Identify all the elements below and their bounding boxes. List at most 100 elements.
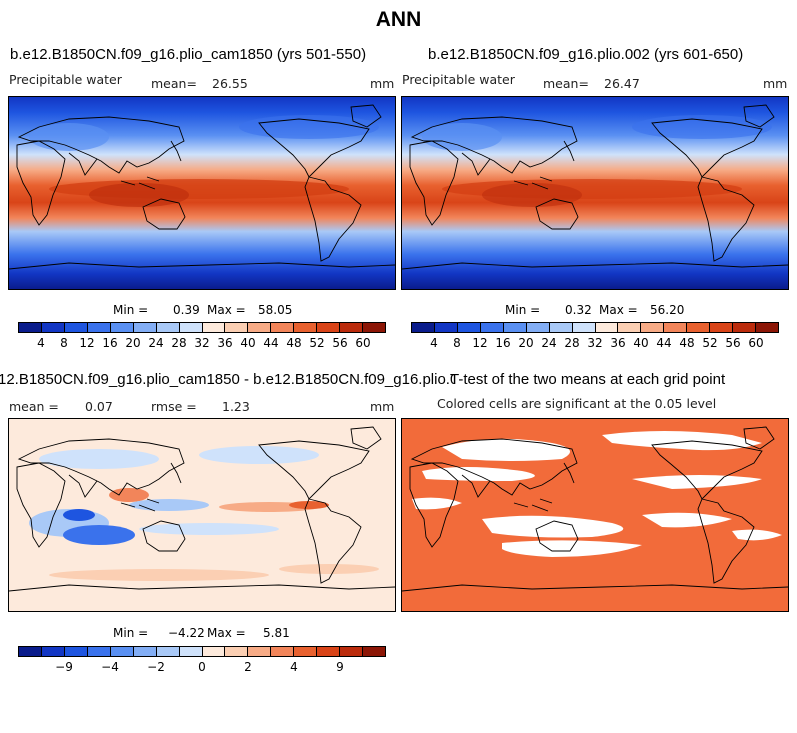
units-top-right: mm xyxy=(763,76,788,91)
colorbar-swatch-11 xyxy=(271,647,295,656)
colorbar-tick-label: 36 xyxy=(610,336,626,350)
min-value-bottom-left: −4.22 xyxy=(168,626,205,640)
colorbar-tick-label: 24 xyxy=(541,336,557,350)
colorbar-swatch-3 xyxy=(87,647,111,656)
colorbar-swatch-6 xyxy=(549,323,573,332)
colorbar-tick-label: 60 xyxy=(355,336,371,350)
colorbar-swatch-12 xyxy=(294,323,318,332)
min-value-top-right: 0.32 xyxy=(565,303,592,317)
colorbar-swatch-13 xyxy=(710,323,734,332)
colorbar-swatch-10 xyxy=(641,323,665,332)
colorbar-swatch-14 xyxy=(733,323,757,332)
colorbar-tick-label: 40 xyxy=(240,336,256,350)
colorbar-swatch-5 xyxy=(133,647,157,656)
colorbar-tick-label: 52 xyxy=(309,336,325,350)
rmse-value-bottom-left: 1.23 xyxy=(222,399,250,414)
max-label-top-right: Max = xyxy=(599,303,638,317)
colorbar-tick-label: 60 xyxy=(748,336,764,350)
max-label-bottom-left: Max = xyxy=(207,626,246,640)
colorbar-swatch-2 xyxy=(457,323,481,332)
colorbar-tick-label: 2 xyxy=(244,660,252,674)
colorbar-tick-label: 0 xyxy=(198,660,206,674)
mean-value-bottom-left: 0.07 xyxy=(85,399,113,414)
colorbar-swatch-11 xyxy=(271,323,295,332)
precip-map-top-left xyxy=(8,96,396,290)
panel-title-top-left: b.e12.B1850CN.f09_g16.plio_cam1850 (yrs … xyxy=(10,46,367,63)
min-label-top-left: Min = xyxy=(113,303,149,317)
colorbar-swatch-6 xyxy=(156,647,180,656)
colorbar-swatch-4 xyxy=(503,323,527,332)
mean-label-top-right: mean= xyxy=(543,76,589,91)
colorbar-tick-label: 48 xyxy=(679,336,695,350)
colorbar-tick-label: 4 xyxy=(37,336,45,350)
colorbar-swatch-8 xyxy=(202,323,226,332)
colorbar-tick-label: −4 xyxy=(101,660,119,674)
max-value-top-right: 56.20 xyxy=(650,303,685,317)
colorbar-top-left xyxy=(18,322,386,333)
colorbar-swatch-11 xyxy=(664,323,688,332)
ttest-map-bottom-right xyxy=(401,418,789,612)
colorbar-tick-label: 9 xyxy=(336,660,344,674)
colorbar-swatch-5 xyxy=(133,323,157,332)
colorbar-top-right xyxy=(411,322,779,333)
colorbar-swatch-4 xyxy=(110,323,134,332)
colorbar-swatch-14 xyxy=(340,323,364,332)
colorbar-tick-label: 4 xyxy=(430,336,438,350)
colorbar-tick-label: 56 xyxy=(725,336,741,350)
max-value-top-left: 58.05 xyxy=(258,303,293,317)
colorbar-tick-label: 28 xyxy=(564,336,580,350)
colorbar-swatch-4 xyxy=(110,647,134,656)
colorbar-tick-label: 8 xyxy=(453,336,461,350)
colorbar-swatch-8 xyxy=(202,647,226,656)
colorbar-swatch-12 xyxy=(294,647,318,656)
units-top-left: mm xyxy=(370,76,395,91)
colorbar-tick-label: 20 xyxy=(518,336,534,350)
colorbar-swatch-15 xyxy=(363,647,385,656)
precip-map-top-right xyxy=(401,96,789,290)
colorbar-swatch-9 xyxy=(225,323,249,332)
colorbar-bottom-left xyxy=(18,646,386,657)
colorbar-tick-label: 52 xyxy=(702,336,718,350)
colorbar-swatch-1 xyxy=(434,323,458,332)
colorbar-swatch-1 xyxy=(41,323,65,332)
subtitle-bottom-right: Colored cells are significant at the 0.0… xyxy=(437,396,717,411)
colorbar-swatch-7 xyxy=(572,323,596,332)
colorbar-tick-label: −2 xyxy=(147,660,165,674)
colorbar-tick-label: 40 xyxy=(633,336,649,350)
colorbar-tick-label: −9 xyxy=(55,660,73,674)
colorbar-tick-label: 36 xyxy=(217,336,233,350)
difference-map-svg xyxy=(9,419,395,611)
panel-title-bottom-left: b.e12.B1850CN.f09_g16.plio_cam1850 - b.e… xyxy=(0,371,455,388)
colorbar-tick-label: 56 xyxy=(332,336,348,350)
panel-title-top-right: b.e12.B1850CN.f09_g16.plio.002 (yrs 601-… xyxy=(428,46,744,63)
colorbar-tick-label: 12 xyxy=(472,336,488,350)
panel-title-bottom-right: T-test of the two means at each grid poi… xyxy=(450,371,726,388)
colorbar-tick-label: 20 xyxy=(125,336,141,350)
colorbar-swatch-0 xyxy=(412,323,435,332)
colorbar-tick-label: 8 xyxy=(60,336,68,350)
min-label-top-right: Min = xyxy=(505,303,541,317)
colorbar-swatch-13 xyxy=(317,323,341,332)
colorbar-swatch-9 xyxy=(225,647,249,656)
max-value-bottom-left: 5.81 xyxy=(263,626,290,640)
colorbar-tick-label: 24 xyxy=(148,336,164,350)
colorbar-tick-label: 32 xyxy=(194,336,210,350)
colorbar-swatch-9 xyxy=(618,323,642,332)
colorbar-swatch-10 xyxy=(248,323,272,332)
colorbar-swatch-3 xyxy=(87,323,111,332)
precip-map-svg-top-left xyxy=(9,97,395,289)
mean-label-bottom-left: mean = xyxy=(9,399,59,414)
colorbar-swatch-15 xyxy=(756,323,778,332)
variable-label-top-left: Precipitable water xyxy=(9,72,122,87)
panel-title-clip-bottom-left: b.e12.B1850CN.f09_g16.plio_cam1850 - b.e… xyxy=(0,371,455,391)
colorbar-swatch-7 xyxy=(179,647,203,656)
figure-title: ANN xyxy=(375,8,422,31)
min-value-top-left: 0.39 xyxy=(173,303,200,317)
colorbar-swatch-0 xyxy=(19,647,42,656)
ttest-map-svg xyxy=(402,419,788,611)
colorbar-swatch-6 xyxy=(156,323,180,332)
colorbar-swatch-5 xyxy=(526,323,550,332)
min-label-bottom-left: Min = xyxy=(113,626,149,640)
colorbar-tick-label: 12 xyxy=(79,336,95,350)
colorbar-swatch-2 xyxy=(64,647,88,656)
